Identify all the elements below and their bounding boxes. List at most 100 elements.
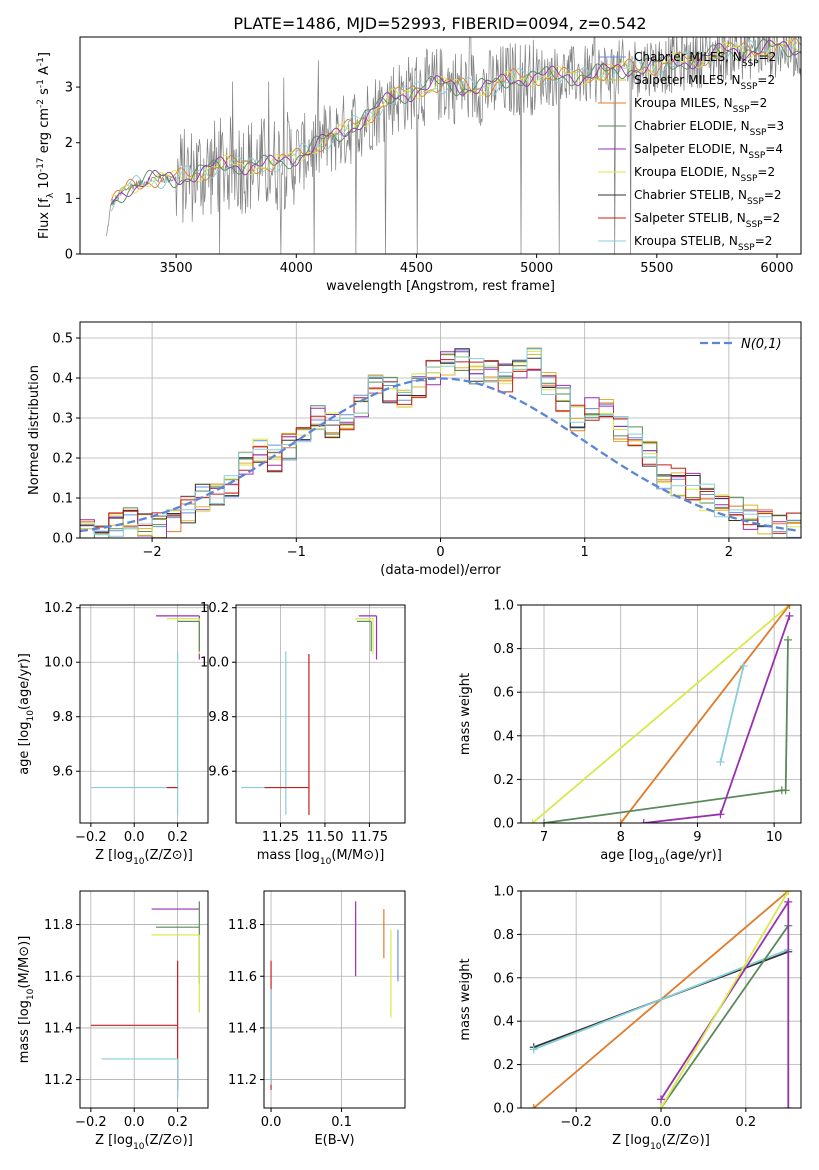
y-tick-label: 11.8 <box>44 918 73 933</box>
y-tick-label: 9.6 <box>52 765 73 780</box>
axes-frame <box>79 604 209 824</box>
y-tick-label: 0.0 <box>52 532 73 547</box>
x-tick-label: 5500 <box>640 261 673 276</box>
label-part: 10 <box>133 1142 145 1152</box>
x-axis-label: wavelength [Angstrom, rest frame] <box>326 279 555 294</box>
x-tick-label: 11.75 <box>351 830 388 845</box>
plot-area <box>529 891 793 1108</box>
label-part: Salpeter STELIB, N <box>634 211 746 225</box>
plot-area <box>106 37 801 254</box>
y-tick-label: 10.0 <box>200 656 229 671</box>
legend-label: Kroupa ELODIE, NSSP=2 <box>634 165 775 184</box>
y-tick-label: 10.2 <box>200 601 229 616</box>
y-tick-label: 0.2 <box>493 773 514 788</box>
label-part: =2 <box>750 96 768 110</box>
label-part: SSP <box>742 59 759 69</box>
label-part: (Z/Z⊙)] <box>662 1133 710 1148</box>
chart-z-vs-mass: −0.2 0.0 0.211.211.411.611.8Z [log10(Z/Z⊙)… <box>17 890 209 1152</box>
x-tick-label: 1 <box>581 545 589 560</box>
label-part: Chabrier STELIB, N <box>634 188 747 202</box>
label-part: 10 <box>37 172 52 193</box>
mass-weight-line <box>719 665 745 763</box>
label-part: (M/M⊙)] <box>17 936 32 989</box>
x-tick-label: 8 <box>617 830 625 845</box>
label-part: A <box>37 66 52 79</box>
label-part: (data-model)/error <box>380 563 501 578</box>
y-tick-label: 11.4 <box>44 1021 73 1036</box>
label-part: =3 <box>766 119 784 133</box>
x-tick-label: 0 <box>436 545 444 560</box>
y-tick-label: 11.8 <box>228 918 257 933</box>
y-axis-label: mass [log10(M/M⊙)] <box>17 936 36 1064</box>
label-part: Flux [f <box>37 198 52 239</box>
label-part: -17 <box>36 157 46 172</box>
x-tick-label: 4000 <box>280 261 313 276</box>
axes-frame <box>235 604 406 824</box>
y-axis-label: mass weight <box>458 673 473 755</box>
y-tick-label: 9.6 <box>208 765 229 780</box>
y-axis-label: Normed distribution <box>27 365 42 495</box>
x-tick-label: 3500 <box>160 261 193 276</box>
label-part: 10 <box>26 988 36 1000</box>
y-tick-label: 0.2 <box>493 1058 514 1073</box>
label-part: (age/yr)] <box>17 653 32 710</box>
label-part: SSP <box>750 128 767 138</box>
label-part: mass [log <box>257 848 320 863</box>
axes-frame <box>79 890 209 1109</box>
x-tick-label: 6000 <box>760 261 793 276</box>
x-tick-label: 0.2 <box>167 1115 188 1130</box>
y-tick-label: 0.6 <box>493 971 514 986</box>
legend-label: Salpeter STELIB, NSSP=2 <box>634 211 780 230</box>
label-part: erg cm <box>37 108 52 157</box>
y-tick-label: 0.2 <box>52 452 73 467</box>
label-part: E(B-V) <box>314 1133 354 1148</box>
chart-z-vs-massweight: −0.2 0.0 0.2 0.0 0.2 0.4 0.6 0.8 1.0 Z [log10(Z/Z… <box>458 885 802 1152</box>
label-part: ] <box>37 52 52 57</box>
label-part: SSP <box>741 82 758 92</box>
label-part: mass [log <box>17 1000 32 1063</box>
label-part: =2 <box>764 188 782 202</box>
legend: N(0,1) <box>700 337 782 352</box>
label-part: age [log <box>600 848 653 863</box>
y-tick-label: 2 <box>65 136 73 151</box>
y-tick-label: 0.6 <box>493 686 514 701</box>
chart-mass-vs-age: 11.25 11.50 11.75 9.6 9.8 10.0 10.2 mass [log10… <box>200 601 406 867</box>
x-tick-label: 11.50 <box>306 830 343 845</box>
y-tick-label: 0 <box>65 248 73 263</box>
plot-area <box>270 901 399 1090</box>
x-tick-label: 0.1 <box>331 1115 352 1130</box>
y-tick-label: 10.0 <box>44 656 73 671</box>
label-part: 10 <box>133 857 145 867</box>
y-tick-label: 10.2 <box>44 601 73 616</box>
x-tick-label: 4500 <box>400 261 433 276</box>
label-part: wavelength [Angstrom, rest frame] <box>326 279 555 294</box>
label-part: =2 <box>757 73 775 87</box>
label-part: Salpeter ELODIE, N <box>634 142 748 156</box>
y-tick-label: 11.2 <box>228 1073 257 1088</box>
label-part: (M/M⊙)] <box>331 848 384 863</box>
label-part: 10 <box>653 857 665 867</box>
legend-label: Salpeter MILES, NSSP=2 <box>634 73 775 92</box>
label-part: Z [log <box>612 1133 650 1148</box>
x-axis-label: mass [log10(M/M⊙)] <box>257 848 385 867</box>
axes-frame <box>79 36 802 255</box>
y-tick-label: 0.0 <box>493 1102 514 1117</box>
legend-label: Chabrier STELIB, NSSP=2 <box>634 188 782 207</box>
histogram-step <box>80 348 801 538</box>
y-tick-label: 0.0 <box>493 817 514 832</box>
label-part: 10 <box>26 710 36 722</box>
label-part: (age/yr)] <box>665 848 722 863</box>
chart-ebv-vs-mass: 0.0 0.1 11.2 11.4 11.6 11.8 E(B-V) <box>228 890 406 1148</box>
y-tick-label: 11.6 <box>228 970 257 985</box>
legend-label: Kroupa MILES, NSSP=2 <box>634 96 767 115</box>
mass-weight-line <box>531 605 791 823</box>
label-part: SSP <box>746 220 763 230</box>
plot-area <box>80 347 801 538</box>
label-part: (Z/Z⊙)] <box>145 848 193 863</box>
x-axis-label: Z [log10(Z/Z⊙)] <box>95 848 193 867</box>
y-tick-label: 0.4 <box>493 729 514 744</box>
x-tick-label: 11.25 <box>262 830 299 845</box>
y-tick-label: 11.4 <box>228 1021 257 1036</box>
plot-area <box>241 615 378 815</box>
y-tick-label: 0.8 <box>493 642 514 657</box>
